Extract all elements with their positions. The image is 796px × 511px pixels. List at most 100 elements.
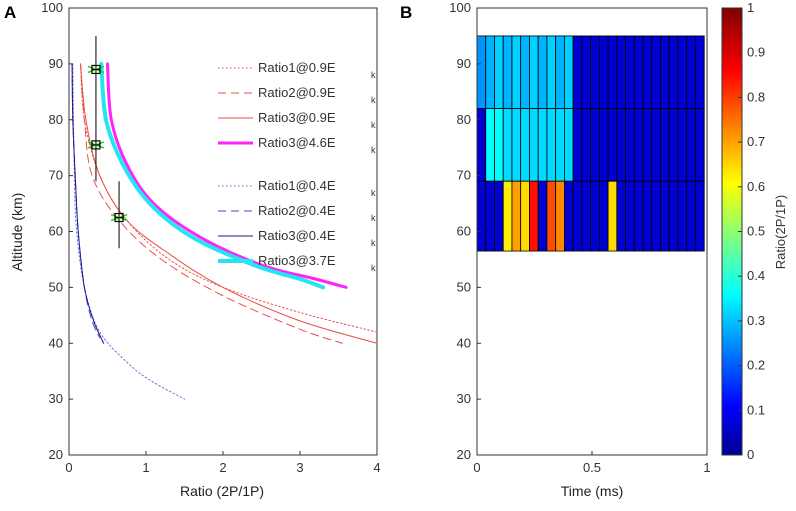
panel-b-y-tick-label: 60 (457, 224, 471, 239)
series-line-ratio1-0-9e (80, 63, 378, 333)
colorbar-tick-label: 0 (747, 447, 754, 462)
heatmap-cell (677, 180, 688, 252)
panel-b-y-tick-label: 100 (449, 0, 471, 15)
panel-a-x-tick-label: 2 (219, 460, 226, 475)
panel-b-y-tick-label: 80 (457, 112, 471, 127)
panel-b-x-tick-label: 0.5 (583, 460, 601, 475)
panel-b-y-tick-label: 50 (457, 279, 471, 294)
legend-label: Ratio1@0.9E (258, 60, 336, 75)
heatmap-cell (546, 180, 557, 252)
heatmap-cell (633, 35, 644, 109)
heatmap-cell (520, 180, 530, 252)
panel-a-y-tick-label: 90 (49, 56, 63, 71)
legend-label: Ratio3@3.7E (258, 253, 336, 268)
panel-a-x-tick-label: 4 (373, 460, 380, 475)
heatmap-cell (677, 108, 688, 182)
series-line-ratio3-3-7e (99, 61, 326, 290)
heatmap-cell (581, 108, 592, 182)
heatmap-cell (633, 180, 644, 252)
panel-a-y-axis-label: Altitude (km) (9, 193, 25, 272)
panel-a-y-tick-label: 60 (49, 224, 63, 239)
legend-subscript: k (371, 188, 376, 198)
heatmap-cell (572, 108, 583, 182)
legend-entry: Ratio3@4.6E k (218, 135, 376, 155)
colorbar-tick-label: 0.7 (747, 134, 765, 149)
panel-a-x-tick-label: 1 (142, 460, 149, 475)
legend-label: Ratio3@0.9E (258, 110, 336, 125)
panel-label-b: B (400, 3, 412, 22)
panel-b-y-tick-label: 40 (457, 335, 471, 350)
legend-subscript: k (371, 70, 376, 80)
heatmap-cell (686, 180, 696, 252)
heatmap-cell (529, 180, 539, 252)
heatmap-cell (660, 180, 670, 252)
legend-subscript: k (371, 263, 376, 273)
legend-subscript: k (371, 238, 376, 248)
legend-subscript: k (371, 120, 376, 130)
heatmap-cell (555, 35, 565, 109)
heatmap-cell (537, 180, 548, 252)
colorbar-tick-label: 0.8 (747, 89, 765, 104)
heatmap-cell (572, 35, 583, 109)
colorbar-tick-label: 0.3 (747, 313, 765, 328)
heatmap-cell (668, 108, 679, 182)
legend-entry: Ratio1@0.4E k (218, 178, 376, 198)
heatmap-cell (616, 108, 626, 182)
heatmap-cell (581, 35, 592, 109)
panel-b-y-tick-label: 90 (457, 56, 471, 71)
heatmap-cell (555, 108, 565, 182)
legend-entry: Ratio1@0.9E k (218, 60, 376, 80)
legend-subscript: k (371, 213, 376, 223)
heatmap-cell (564, 108, 574, 182)
colorbar-label: Ratio(2P/1P) (773, 195, 788, 269)
heatmap-cell (502, 108, 513, 182)
heatmap-cell (651, 180, 661, 252)
panel-b-x-axis-label: Time (ms) (561, 483, 623, 499)
heatmap-cell (686, 108, 696, 182)
legend-label: Ratio2@0.4E (258, 203, 336, 218)
heatmap-cell (668, 35, 679, 109)
panel-a-y-tick-label: 80 (49, 112, 63, 127)
heatmap-cell (651, 108, 661, 182)
legend-subscript: k (371, 145, 376, 155)
colorbar-tick-label: 0.6 (747, 179, 765, 194)
panel-b-y-tick-label: 30 (457, 391, 471, 406)
heatmap-cell (511, 108, 522, 182)
heatmap-cell (485, 180, 495, 252)
panel-b-y-tick-label: 70 (457, 168, 471, 183)
colorbar: 0 0.1 0.2 0.3 0.4 0.5 0.6 0.7 0.8 0.9 1 Ratio(2P/1… (721, 0, 788, 462)
colorbar-tick-label: 1 (747, 0, 754, 15)
heatmap-cell (677, 35, 688, 109)
panel-b-x-tick-label: 0 (473, 460, 480, 475)
colorbar-tick-label: 0.5 (747, 224, 765, 239)
colorbar-tick-label: 0.1 (747, 402, 765, 417)
data-marker (110, 212, 128, 223)
heatmap-cell (590, 35, 600, 109)
heatmap-cell (695, 35, 705, 109)
series-line-ratio3-4-6e (106, 62, 348, 289)
series-line-ratio1-0-4e (72, 63, 185, 400)
heatmap-cell (485, 108, 495, 182)
panel-b-x-tick-label: 1 (703, 460, 710, 475)
legend-label: Ratio1@0.4E (258, 178, 336, 193)
heatmap-cell (607, 35, 618, 109)
heatmap-cell (695, 108, 705, 182)
legend-label: Ratio3@4.6E (258, 135, 336, 150)
legend-entry: Ratio2@0.4E k (218, 203, 376, 223)
heatmap-cell (546, 35, 557, 109)
panel-a-y-tick-label: 30 (49, 391, 63, 406)
heatmap-cell (511, 35, 522, 109)
heatmap-cell (607, 108, 618, 182)
heatmap-cell (625, 108, 635, 182)
heatmap-cell (494, 108, 504, 182)
panel-a-x-tick-label: 0 (65, 460, 72, 475)
data-marker (87, 64, 105, 75)
heatmap-cell (686, 35, 696, 109)
heatmap-cell (695, 180, 705, 252)
series-line-ratio3-0-9e (80, 63, 378, 344)
heatmap-cell (616, 180, 626, 252)
panel-label-a: A (4, 3, 16, 22)
heatmap-cell (598, 108, 609, 182)
panel-a-y-tick-label: 40 (49, 335, 63, 350)
